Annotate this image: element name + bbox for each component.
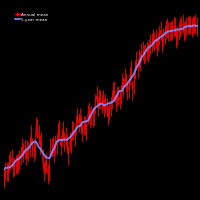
Legend: Annual mean, 5-year mean: Annual mean, 5-year mean — [14, 12, 50, 22]
